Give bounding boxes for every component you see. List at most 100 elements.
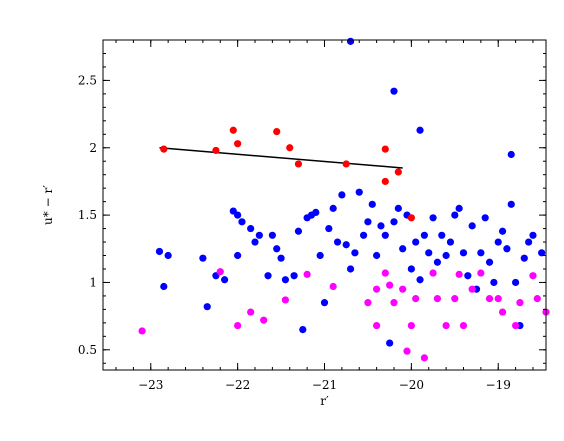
data-point [538, 249, 546, 257]
data-point [234, 251, 242, 260]
fit-line [159, 147, 403, 169]
data-point [399, 245, 407, 253]
data-point [485, 295, 494, 303]
data-point [503, 245, 511, 253]
data-point [325, 224, 333, 233]
data-point [368, 200, 376, 208]
data-point [529, 231, 537, 239]
data-point [429, 269, 437, 277]
data-point [533, 295, 541, 303]
data-point [338, 191, 346, 199]
data-point [525, 238, 533, 246]
data-point [294, 160, 303, 168]
data-point [498, 308, 507, 316]
data-point [377, 222, 385, 230]
data-point [316, 251, 324, 260]
data-point [451, 295, 459, 303]
data-point [490, 278, 498, 287]
data-point [433, 295, 442, 303]
data-point [459, 321, 468, 330]
data-point [438, 231, 446, 239]
data-point [407, 321, 415, 330]
data-point [416, 126, 424, 134]
y-tick-label: 1 [89, 275, 97, 289]
data-point [251, 238, 259, 246]
data-point [468, 222, 476, 230]
marks-layer [138, 37, 550, 362]
data-point [138, 327, 146, 335]
data-point [498, 227, 507, 235]
data-point [381, 177, 389, 186]
y-tick-label: 1.5 [78, 208, 97, 222]
y-tick-label: 2 [89, 141, 97, 155]
data-point [255, 231, 263, 239]
data-point [247, 308, 255, 316]
data-point [390, 87, 398, 95]
data-point [507, 150, 515, 159]
data-point [516, 299, 524, 307]
data-point [507, 200, 515, 208]
data-point [373, 321, 381, 330]
data-point [485, 258, 494, 266]
data-point [238, 218, 246, 226]
y-tick-label: 0.5 [78, 343, 97, 357]
data-point [229, 126, 237, 134]
data-point [412, 238, 420, 246]
data-point [381, 145, 389, 153]
data-point [286, 144, 294, 152]
data-point [155, 247, 164, 256]
data-point [477, 249, 485, 257]
data-point [273, 127, 281, 136]
data-point [333, 238, 342, 246]
data-point [433, 258, 442, 266]
data-point [364, 299, 372, 307]
data-point [234, 321, 242, 330]
data-point [511, 321, 520, 330]
data-point [160, 282, 168, 291]
data-point [468, 285, 476, 293]
x-axis-label: r′ [320, 394, 329, 408]
x-tick-label: −21 [312, 378, 337, 392]
data-point [351, 249, 359, 257]
data-point [160, 145, 168, 153]
data-point [320, 299, 329, 307]
data-point [455, 270, 463, 278]
data-point [464, 272, 472, 280]
data-point [399, 285, 407, 293]
data-point [442, 321, 450, 330]
data-point [407, 265, 415, 273]
data-point [429, 214, 437, 222]
data-point [394, 204, 402, 212]
data-point [212, 146, 220, 155]
data-point [425, 249, 433, 257]
data-point [216, 268, 224, 276]
data-point [386, 339, 394, 347]
data-point [477, 269, 485, 277]
data-point [511, 278, 520, 287]
data-point [412, 295, 420, 303]
data-point [359, 231, 368, 239]
data-point [299, 325, 307, 334]
x-tick-label: −20 [399, 378, 424, 392]
data-point [494, 295, 502, 303]
data-point [203, 303, 211, 311]
data-point [455, 204, 463, 212]
data-point [273, 245, 281, 253]
data-point [346, 37, 355, 45]
data-point [260, 316, 268, 324]
data-point [381, 269, 389, 277]
data-point [199, 254, 207, 262]
ticks-layer: −23 −22 −21 −20 −19 0.5 1 1.5 2 2.5 [78, 40, 546, 392]
data-point [373, 251, 381, 260]
data-point [346, 265, 355, 273]
data-point [420, 354, 428, 362]
data-point [281, 276, 290, 284]
data-point [494, 238, 502, 246]
data-point [451, 211, 459, 219]
y-tick-label: 2.5 [78, 73, 97, 87]
y-axis-label: u* − r′ [41, 185, 55, 225]
data-point [390, 299, 398, 307]
data-point [407, 214, 415, 222]
data-point [386, 281, 394, 289]
